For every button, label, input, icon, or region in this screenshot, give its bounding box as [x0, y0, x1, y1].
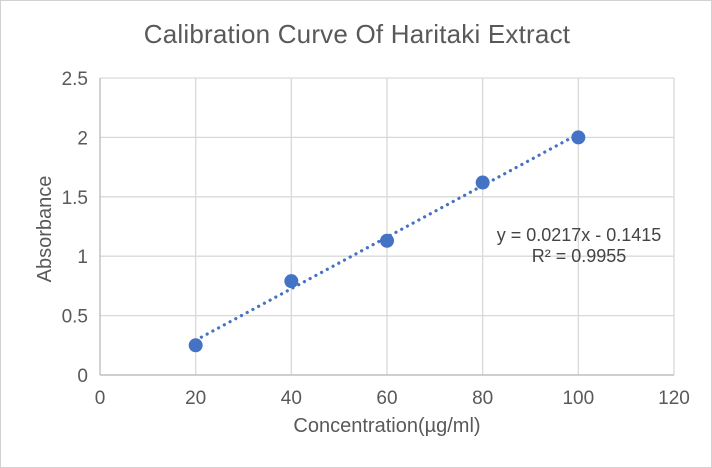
x-tick-label: 0: [95, 388, 106, 409]
y-axis-tick-labels: 0 0.5 1 1.5 2 2.5: [62, 69, 88, 387]
x-tick-label: 20: [185, 388, 206, 409]
y-tick-label: 2.5: [62, 69, 88, 90]
x-tick-label: 100: [562, 388, 594, 409]
x-tick-label: 40: [281, 388, 302, 409]
data-point: [380, 233, 394, 248]
data-point: [571, 130, 586, 145]
axis-lines: [99, 78, 674, 376]
chart-title: Calibration Curve Of Haritaki Extract: [143, 19, 571, 49]
x-tick-label: 120: [658, 388, 690, 409]
y-axis-title: Absorbance: [34, 176, 56, 283]
data-point-series: [188, 130, 586, 353]
x-tick-label: 80: [472, 388, 493, 409]
data-point: [475, 175, 490, 190]
trendline-group: [194, 132, 580, 342]
y-tick-label: 1.5: [62, 188, 88, 209]
data-point: [188, 338, 203, 353]
y-tick-label: 1: [77, 247, 88, 268]
trendline-equation-label: y = 0.0217x - 0.1415: [497, 225, 662, 245]
data-point: [284, 274, 299, 289]
y-tick-label: 0.5: [62, 307, 88, 328]
x-tick-label: 60: [376, 388, 397, 409]
x-axis-tick-labels: 0 20 40 60 80 100 120: [95, 388, 690, 409]
gridlines: [100, 77, 675, 375]
y-tick-label: 0: [77, 366, 88, 387]
trendline: [194, 132, 580, 342]
y-tick-label: 2: [77, 128, 88, 149]
trendline-r-squared-label: R² = 0.9955: [532, 246, 627, 266]
x-axis-title: Concentration(µg/ml): [293, 415, 480, 437]
